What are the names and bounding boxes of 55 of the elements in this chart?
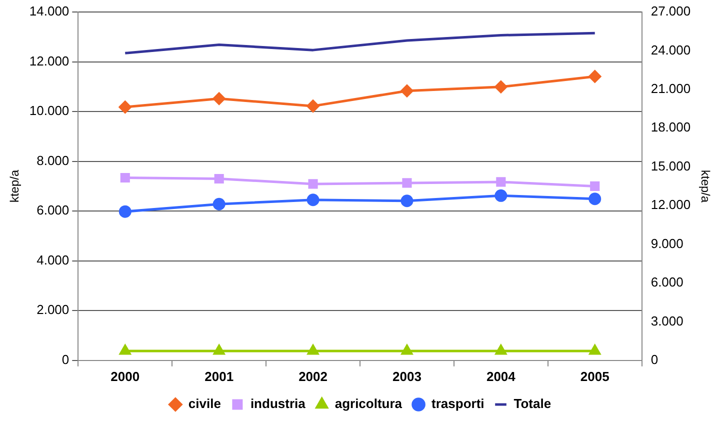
y2-tick-label: 18.000 [650, 120, 691, 135]
y2-tick-label: 21.000 [650, 81, 691, 96]
x-tick-label: 2003 [392, 368, 422, 384]
point [214, 174, 224, 184]
point [212, 198, 226, 210]
point [212, 92, 226, 105]
y-tick-label: 6.000 [36, 202, 70, 218]
y-axis-title: ktep/a [8, 170, 22, 203]
y2-tick-label: 3.000 [650, 313, 684, 328]
legend-label: industria [250, 396, 306, 412]
y2-tick-label: 15.000 [650, 158, 691, 174]
y-tick-label: 12.000 [29, 53, 70, 68]
x-tick-label: 2000 [110, 368, 140, 384]
point [400, 194, 414, 208]
point [588, 192, 602, 206]
point [306, 100, 320, 112]
point [588, 70, 602, 83]
legend-label: agricoltura [334, 396, 403, 412]
y-tick-label: 10.000 [29, 103, 70, 118]
x-tick-label: 2005 [580, 368, 610, 384]
y-tick-label: 8.000 [36, 152, 70, 168]
point [496, 177, 506, 187]
y-tick-label: 14.000 [29, 4, 70, 19]
point [308, 179, 318, 189]
point [214, 344, 225, 355]
point [306, 194, 320, 206]
x-tick-label: 2004 [486, 368, 516, 384]
point [589, 344, 600, 355]
y-tick-label: 0 [62, 352, 70, 367]
point [118, 100, 132, 114]
point [118, 205, 132, 218]
y2-tick-label: 24.000 [650, 42, 691, 58]
legend-label: civile [188, 396, 221, 412]
point [401, 344, 413, 355]
y2-tick-label: 9.000 [650, 236, 684, 251]
legend-label: Totale [514, 396, 552, 412]
y2-tick-label: 0 [650, 352, 658, 367]
y-tick-label: 4.000 [36, 252, 70, 268]
x-tick-label: 2001 [204, 368, 234, 384]
point [402, 178, 412, 188]
y2-axis-title: ktep/a [698, 170, 712, 203]
point [400, 84, 414, 98]
point [494, 80, 508, 94]
y2-tick-label: 27.000 [650, 4, 691, 19]
point [495, 344, 506, 355]
point [120, 172, 130, 183]
y2-tick-label: 12.000 [650, 197, 691, 212]
x-tick-label: 2002 [298, 368, 328, 384]
point [307, 344, 319, 355]
point [120, 344, 131, 355]
point [494, 189, 508, 202]
y2-tick-label: 6.000 [650, 274, 684, 290]
point [590, 181, 600, 191]
legend-label: trasporti [432, 396, 484, 412]
y-tick-label: 2.000 [36, 302, 70, 318]
